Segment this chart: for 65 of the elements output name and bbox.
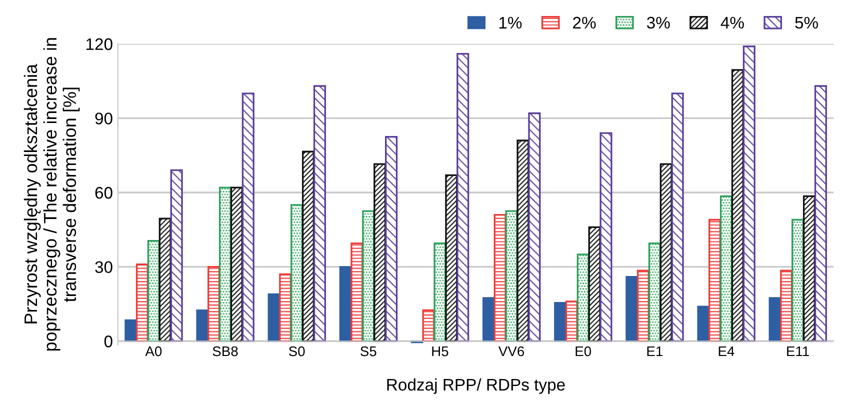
bar (792, 218, 804, 342)
x-tick-label: E0 (576, 346, 592, 356)
y-tick-label: 90 (95, 112, 112, 124)
x-tick-label: H5 (432, 346, 448, 356)
bar (313, 85, 326, 342)
bar (636, 270, 650, 342)
x-tick-label: E11 (787, 346, 809, 356)
x-tick-label: A0 (145, 346, 162, 356)
bar (385, 136, 398, 342)
x-tick-label: S5 (360, 346, 376, 356)
legend-label: 5% (795, 16, 818, 29)
x-tick-label: SB8 (212, 346, 238, 356)
bar (731, 69, 744, 342)
x-axis-title: Rodzaj RPP/ RDPs type (387, 378, 565, 394)
bar (648, 242, 661, 342)
y-axis-title: Przyrost względny odkształcenia poprzecznego / The relative increase in transverse deformation [%] (24, 38, 80, 351)
bar (660, 163, 672, 342)
bar (720, 195, 732, 342)
y-tick-label: 60 (95, 186, 112, 199)
bar (170, 169, 183, 342)
y-tick-label: 120 (86, 38, 112, 50)
bar (147, 240, 160, 342)
bar (350, 242, 364, 342)
bar (302, 150, 315, 342)
bar (516, 140, 530, 342)
bar (208, 266, 220, 342)
bar (230, 186, 243, 342)
bar (697, 306, 710, 342)
bar (565, 300, 578, 342)
bar (528, 112, 541, 342)
legend-label: 1% (499, 16, 522, 29)
bar (218, 186, 232, 342)
bar (158, 218, 172, 342)
bar (362, 210, 375, 342)
bar (242, 92, 254, 342)
bar (279, 273, 292, 342)
legend-label: 3% (646, 16, 670, 29)
bar (626, 276, 638, 342)
bar (136, 264, 148, 342)
x-tick-label: S0 (288, 346, 305, 356)
bar (814, 85, 827, 342)
bar (671, 92, 684, 342)
bar (290, 204, 304, 342)
x-tick-label: E4 (718, 346, 734, 356)
bar (445, 174, 458, 342)
bar (708, 218, 722, 342)
bar (374, 163, 386, 342)
bar (482, 297, 495, 342)
bar (802, 195, 816, 342)
bar (124, 319, 137, 342)
bar (196, 309, 208, 342)
y-tick-label: 30 (95, 261, 112, 274)
bar (554, 302, 566, 342)
legend-label: 2% (573, 16, 596, 29)
x-tick-label: VV6 (498, 346, 524, 356)
bar (505, 210, 518, 342)
bar (600, 132, 612, 342)
bar (456, 52, 470, 342)
bar (780, 270, 793, 342)
legend-label: 4% (720, 16, 744, 29)
bar (434, 242, 446, 342)
x-tick-label: E1 (647, 346, 662, 356)
bar (576, 254, 590, 342)
y-tick-label: 0 (104, 336, 112, 348)
bar (742, 46, 756, 342)
